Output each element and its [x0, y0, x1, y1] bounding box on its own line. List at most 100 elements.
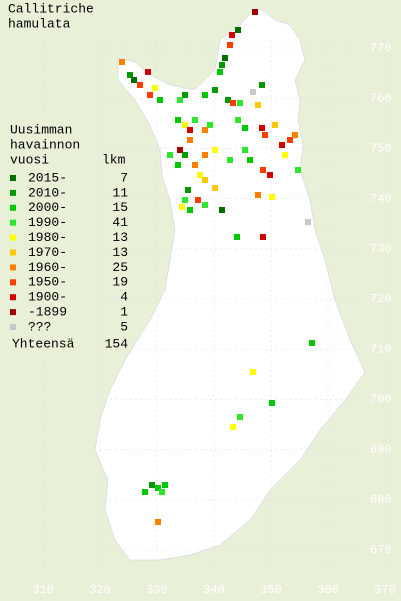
legend-label: 1960-: [28, 260, 67, 275]
observation: [230, 100, 236, 106]
legend-swatch: [10, 264, 16, 271]
observation: [202, 92, 208, 98]
legend-label: 1950-: [28, 275, 67, 290]
y-label: 740: [370, 192, 392, 206]
observation: [269, 400, 275, 406]
observation: [242, 147, 248, 153]
observation: [242, 125, 248, 131]
legend-count: 4: [120, 290, 128, 305]
observation: [262, 132, 268, 138]
observation: [192, 117, 198, 123]
y-label: 680: [370, 493, 392, 507]
x-label: 330: [146, 583, 168, 597]
legend-count: 15: [112, 200, 128, 215]
observation: [207, 122, 213, 128]
x-label: 340: [203, 583, 225, 597]
y-label: 770: [370, 41, 392, 55]
legend-count: 19: [112, 275, 128, 290]
y-label: 710: [370, 342, 392, 356]
total-label: Yhteensä: [12, 336, 75, 351]
legend-count: 7: [120, 170, 128, 185]
y-label: 750: [370, 142, 392, 156]
legend-swatch: [10, 279, 16, 286]
observation: [225, 97, 231, 103]
observation: [142, 489, 148, 495]
observation: [305, 219, 311, 225]
observation: [282, 152, 288, 158]
observation: [127, 72, 133, 78]
observation: [175, 162, 181, 168]
observation: [197, 172, 203, 178]
legend-count: 41: [112, 215, 128, 230]
legend-count: 5: [120, 319, 128, 334]
observation: [202, 202, 208, 208]
observation: [217, 69, 223, 75]
observation: [202, 127, 208, 133]
observation: [219, 62, 225, 68]
observation: [167, 152, 173, 158]
legend-swatch: [10, 204, 16, 211]
legend-swatch: [10, 249, 16, 256]
observation: [259, 125, 265, 131]
observation: [227, 157, 233, 163]
observation: [237, 100, 243, 106]
legend-heading: Uusimman: [10, 122, 72, 137]
legend-swatch: [10, 189, 16, 196]
observation: [137, 82, 143, 88]
observation: [179, 204, 185, 210]
observation: [235, 117, 241, 123]
observation: [131, 77, 137, 83]
title: Callitriche: [8, 1, 94, 16]
observation: [177, 97, 183, 103]
observation: [182, 197, 188, 203]
observation: [260, 167, 266, 173]
legend-swatch: [10, 324, 16, 330]
observation: [195, 197, 201, 203]
observation: [235, 27, 241, 33]
observation: [237, 414, 243, 420]
observation: [222, 55, 228, 61]
x-label: 320: [89, 583, 111, 597]
y-label: 670: [370, 543, 392, 557]
legend-label: 2000-: [28, 200, 67, 215]
observation: [187, 207, 193, 213]
legend-count: 11: [112, 185, 128, 200]
finland-outline: [94, 7, 366, 561]
observation: [219, 207, 225, 213]
observation: [267, 172, 273, 178]
observation: [250, 369, 256, 375]
observation: [185, 187, 191, 193]
y-label: 760: [370, 91, 392, 105]
legend-count: 13: [112, 245, 128, 260]
y-label: 690: [370, 443, 392, 457]
observation: [252, 9, 258, 15]
observations: [119, 9, 315, 525]
observation: [157, 97, 163, 103]
legend-heading: vuosi: [10, 152, 49, 167]
observation: [152, 85, 158, 91]
legend-count-heading: lkm: [102, 152, 126, 167]
legend-label: ???: [28, 319, 51, 334]
observation: [272, 122, 278, 128]
observation: [309, 340, 315, 346]
legend-label: 1990-: [28, 215, 67, 230]
observation: [292, 132, 298, 138]
legend-label: 1980-: [28, 230, 67, 245]
observation: [227, 42, 233, 48]
observation: [159, 489, 165, 495]
legend-label: 2010-: [28, 185, 67, 200]
legend-count: 1: [120, 305, 128, 320]
observation: [192, 162, 198, 168]
observation: [202, 152, 208, 158]
observation: [149, 482, 155, 488]
observation: [287, 137, 293, 143]
observation: [279, 142, 285, 148]
legend-label: 1900-: [28, 290, 67, 305]
legend-heading: havainnon: [10, 137, 80, 152]
title: hamulata: [8, 16, 71, 31]
x-label: 350: [260, 583, 282, 597]
observation: [255, 192, 261, 198]
observation: [182, 92, 188, 98]
observation: [269, 194, 275, 200]
